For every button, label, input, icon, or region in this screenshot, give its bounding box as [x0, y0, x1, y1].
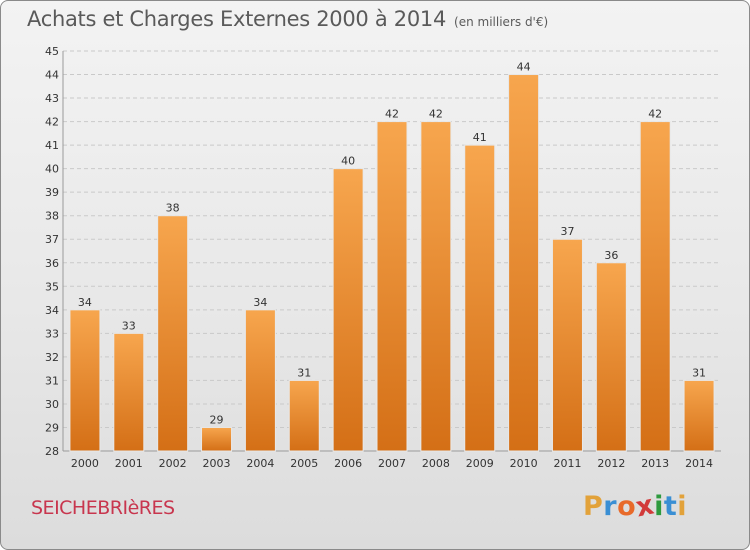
data-label-2008: 42 — [429, 108, 443, 121]
x-tick-label-2006: 2006 — [334, 457, 362, 470]
data-label-2002: 38 — [166, 202, 180, 215]
bar-2011 — [551, 238, 583, 452]
y-tick-label: 30 — [45, 398, 59, 411]
x-tick-label-2000: 2000 — [71, 457, 99, 470]
y-tick-label: 37 — [45, 233, 59, 246]
x-tick-label-2013: 2013 — [641, 457, 669, 470]
bars — [69, 74, 715, 452]
bar-2005 — [288, 379, 320, 452]
y-tick-label: 34 — [45, 304, 59, 317]
bar-2008 — [420, 121, 452, 452]
bar-2001 — [113, 332, 145, 452]
y-tick-label: 33 — [45, 327, 59, 340]
logo-letter: P — [583, 491, 604, 522]
y-tick-label: 44 — [45, 69, 59, 82]
y-tick-label: 43 — [45, 92, 59, 105]
data-label-2005: 31 — [297, 366, 311, 379]
y-tick-label: 41 — [45, 139, 59, 152]
data-label-2010: 44 — [517, 61, 531, 74]
bar-2012 — [595, 262, 627, 452]
logo-letter: r — [603, 491, 618, 522]
data-label-2007: 42 — [385, 108, 399, 121]
x-tick-label-2002: 2002 — [159, 457, 187, 470]
logo-letter: i — [677, 491, 688, 522]
logo-letter: t — [663, 491, 678, 522]
data-label-2014: 31 — [692, 366, 706, 379]
y-tick-label: 32 — [45, 351, 59, 364]
x-tick-label-2014: 2014 — [685, 457, 713, 470]
bar-2014 — [683, 379, 715, 452]
chart-title-text: Achats et Charges Externes 2000 à 2014 — [27, 7, 447, 31]
data-labels: 34 33 38 29 34 31 40 42 42 41 44 37 36 42 31 — [78, 61, 706, 427]
bar-2010 — [508, 74, 540, 452]
logo-letter: o — [617, 491, 637, 522]
data-label-2000: 34 — [78, 296, 92, 309]
x-tick-label-2001: 2001 — [115, 457, 143, 470]
chart-title: Achats et Charges Externes 2000 à 2014 (e… — [27, 7, 548, 31]
data-label-2012: 36 — [604, 249, 618, 262]
x-tick-label-2005: 2005 — [290, 457, 318, 470]
data-label-2011: 37 — [560, 225, 574, 238]
bar-2003 — [201, 426, 233, 452]
y-tick-label: 45 — [45, 45, 59, 58]
x-tick-label-2009: 2009 — [466, 457, 494, 470]
commune-name: SEICHEBRIèRES — [31, 497, 175, 519]
x-tick-label-2011: 2011 — [553, 457, 581, 470]
y-tick-label: 35 — [45, 280, 59, 293]
bar-2009 — [464, 144, 496, 452]
data-label-2013: 42 — [648, 108, 662, 121]
y-axis-ticks: 28 29 30 31 32 33 34 35 36 37 38 39 40 41 42 43 44 45 — [45, 45, 59, 458]
x-tick-label-2004: 2004 — [246, 457, 274, 470]
data-label-2003: 29 — [210, 413, 224, 426]
x-tick-label-2012: 2012 — [597, 457, 625, 470]
y-tick-label: 39 — [45, 186, 59, 199]
chart-subtitle: (en milliers d'€) — [454, 15, 549, 29]
y-tick-label: 28 — [45, 445, 59, 458]
x-tick-label-2010: 2010 — [510, 457, 538, 470]
data-label-2004: 34 — [253, 296, 267, 309]
y-tick-label: 36 — [45, 257, 59, 270]
y-tick-label: 42 — [45, 116, 59, 129]
bar-2013 — [639, 121, 671, 452]
data-label-2006: 40 — [341, 155, 355, 168]
proxiti-logo: Proxiti — [583, 489, 688, 523]
y-tick-label: 31 — [45, 374, 59, 387]
data-label-2009: 41 — [473, 131, 487, 144]
y-tick-label: 40 — [45, 163, 59, 176]
bar-2000 — [69, 309, 101, 452]
data-label-2001: 33 — [122, 319, 136, 332]
bar-2006 — [332, 168, 364, 452]
x-tick-label-2008: 2008 — [422, 457, 450, 470]
x-tick-label-2007: 2007 — [378, 457, 406, 470]
x-tick-label-2003: 2003 — [203, 457, 231, 470]
bar-2002 — [157, 215, 189, 452]
y-tick-label: 38 — [45, 210, 59, 223]
y-tick-label: 29 — [45, 421, 59, 434]
logo-letter: i — [654, 491, 664, 522]
x-axis-ticks: 2000 2001 2002 2003 2004 2005 2006 2007 2008 2009… — [71, 457, 713, 470]
bar-2007 — [376, 121, 408, 452]
bar-2004 — [244, 309, 276, 452]
